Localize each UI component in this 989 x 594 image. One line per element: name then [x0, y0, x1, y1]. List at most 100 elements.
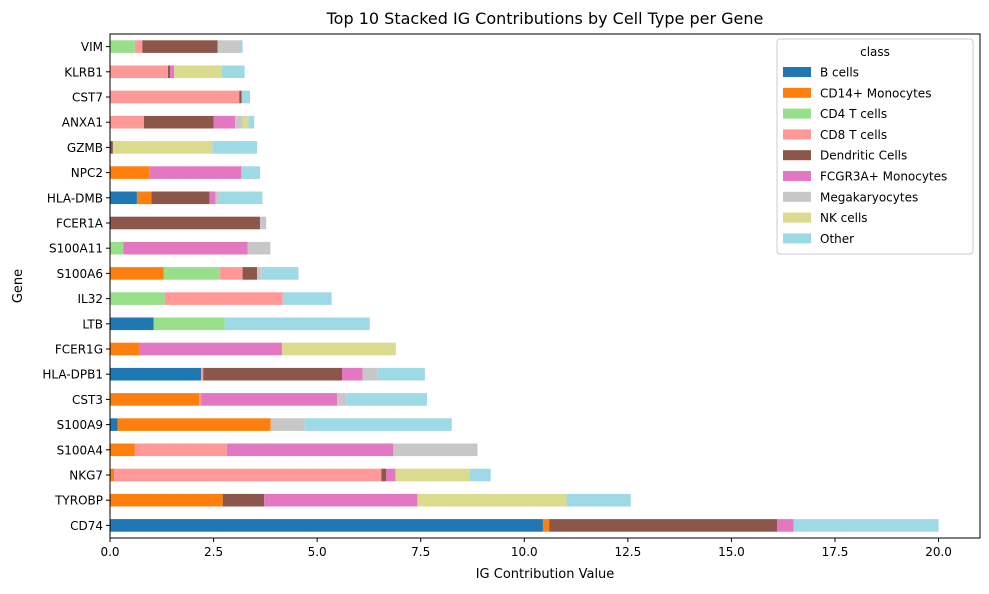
bar-segment-tyrobp-fcgr3a-monocytes	[264, 493, 418, 507]
bar-segment-ltb-cd4-t-cells	[153, 317, 225, 331]
x-tick-label: 7.5	[411, 545, 430, 559]
bar-segment-hla-dpb1-fcgr3a-monocytes	[342, 367, 363, 381]
bar-segment-klrb1-fcgr3a-monocytes	[170, 65, 175, 79]
bar-segment-cd74-fcgr3a-monocytes	[777, 519, 794, 532]
legend-label: Dendritic Cells	[820, 149, 907, 163]
bar-segment-klrb1-dendritic-cells	[168, 65, 171, 79]
y-tick-label: S100A4	[57, 443, 103, 457]
legend-label: FCGR3A+ Monocytes	[820, 170, 947, 184]
y-tick-label: IL32	[78, 292, 104, 306]
y-tick-label: VIM	[81, 40, 103, 54]
bar-segment-hla-dmb-other	[218, 191, 263, 205]
y-tick-label: CD74	[70, 519, 103, 533]
bar-segment-klrb1-nk-cells	[174, 65, 222, 79]
bar-segment-s100a9-megakaryocytes	[270, 418, 305, 431]
bar-segment-s100a6-cd8-t-cells	[219, 267, 243, 280]
bar-segment-cd74-dendritic-cells	[549, 519, 777, 532]
bar-segment-cst3-megakaryocytes	[337, 393, 347, 406]
bar-segment-npc2-cd14-monocytes	[110, 166, 150, 179]
bar-segment-cd74-b-cells	[110, 519, 543, 532]
x-axis-label: IG Contribution Value	[476, 567, 615, 582]
bar-segment-anxa1-cd8-t-cells	[110, 115, 144, 129]
bar-segment-gzmb-dendritic-cells	[110, 141, 113, 154]
bar-segment-hla-dmb-fcgr3a-monocytes	[209, 191, 216, 205]
legend-swatch	[783, 191, 811, 202]
y-axis-label: Gene	[11, 269, 26, 303]
x-tick-label: 15.0	[718, 545, 745, 559]
bar-segment-fcer1a-dendritic-cells	[110, 216, 260, 230]
bar-segment-hla-dpb1-megakaryocytes	[362, 367, 378, 381]
legend-swatch	[783, 108, 811, 119]
bar-segment-s100a6-cd4-t-cells	[163, 267, 220, 280]
legend-swatch	[783, 233, 811, 244]
y-tick-label: S100A6	[57, 267, 103, 281]
bar-segment-hla-dpb1-b-cells	[110, 367, 202, 381]
bar-segment-anxa1-dendritic-cells	[143, 115, 214, 129]
bars-layer	[110, 40, 939, 532]
legend-label: Megakaryocytes	[820, 190, 918, 204]
x-tick-label: 5.0	[308, 545, 327, 559]
bar-segment-ltb-b-cells	[110, 317, 154, 331]
bar-segment-anxa1-megakaryocytes	[235, 115, 243, 129]
bar-segment-cd74-other	[793, 519, 939, 532]
bar-segment-cst3-fcgr3a-monocytes	[201, 393, 338, 406]
bar-segment-cst7-other	[241, 90, 251, 104]
bar-segment-cd74-cd14-monocytes	[542, 519, 550, 532]
y-tick-label: S100A9	[57, 418, 103, 432]
y-tick-label: KLRB1	[64, 65, 103, 79]
bar-segment-cst3-cd14-monocytes	[110, 393, 200, 406]
bar-segment-vim-dendritic-cells	[142, 40, 218, 53]
bar-segment-il32-other	[282, 292, 332, 305]
y-tick-label: NPC2	[71, 166, 103, 180]
bar-segment-nkg7-cd8-t-cells	[114, 468, 382, 482]
legend-label: NK cells	[820, 211, 868, 225]
bar-segment-s100a6-cd14-monocytes	[110, 267, 164, 280]
bar-segment-fcer1g-cd14-monocytes	[110, 342, 139, 356]
legend-swatch	[783, 87, 811, 98]
bar-segment-hla-dmb-dendritic-cells	[151, 191, 210, 205]
bar-segment-fcer1g-nk-cells	[281, 342, 396, 356]
bar-segment-anxa1-nk-cells	[242, 115, 249, 129]
bar-segment-nkg7-other	[470, 468, 491, 482]
legend-swatch	[783, 212, 811, 223]
x-tick-label: 0.0	[100, 545, 119, 559]
x-axis: 0.0 2.5 5.0 7.5 10.0 12.5 15.0 17.5 20.0	[100, 538, 952, 559]
y-tick-label: NKG7	[69, 469, 103, 483]
legend-swatch	[783, 67, 811, 77]
x-tick-label: 2.5	[204, 545, 223, 559]
bar-segment-s100a6-other	[261, 267, 299, 280]
bar-segment-s100a11-megakaryocytes	[247, 241, 271, 255]
bar-segment-tyrobp-cd14-monocytes	[110, 493, 223, 507]
y-tick-label: HLA-DPB1	[42, 368, 103, 382]
bar-segment-cst7-dendritic-cells	[239, 90, 242, 104]
bar-segment-hla-dpb1-cd8-t-cells	[201, 367, 204, 381]
bar-segment-npc2-fcgr3a-monocytes	[149, 166, 242, 179]
bar-segment-fcer1a-megakaryocytes	[259, 216, 267, 230]
bar-segment-nkg7-cd14-monocytes	[110, 468, 115, 482]
x-tick-label: 20.0	[925, 545, 952, 559]
bar-segment-cst7-cd8-t-cells	[110, 90, 240, 104]
bar-segment-hla-dpb1-other	[377, 367, 425, 381]
bar-segment-klrb1-other	[221, 65, 245, 79]
y-tick-label: FCER1G	[55, 343, 103, 357]
y-axis: VIM KLRB1 CST7 ANXA1 GZMB NPC2 HLA-DMB FCER1A S1…	[42, 40, 110, 533]
legend-label: Other	[820, 232, 854, 246]
bar-segment-nkg7-fcgr3a-monocytes	[386, 468, 396, 482]
legend-box	[776, 38, 974, 255]
bar-segment-fcer1g-fcgr3a-monocytes	[139, 342, 282, 356]
bar-segment-s100a11-fcgr3a-monocytes	[123, 241, 248, 255]
bar-segment-vim-cd8-t-cells	[134, 40, 143, 53]
plot-frame	[109, 33, 981, 539]
bar-segment-vim-megakaryocytes	[217, 40, 241, 53]
bar-segment-npc2-other	[241, 166, 260, 179]
bar-segment-anxa1-other	[248, 115, 255, 129]
bar-segment-nkg7-nk-cells	[395, 468, 471, 482]
bar-segment-tyrobp-nk-cells	[417, 493, 567, 507]
bar-segment-gzmb-nk-cells	[112, 141, 213, 154]
x-tick-label: 17.5	[822, 545, 849, 559]
bar-segment-gzmb-other	[212, 141, 258, 154]
legend-swatch	[783, 150, 811, 161]
